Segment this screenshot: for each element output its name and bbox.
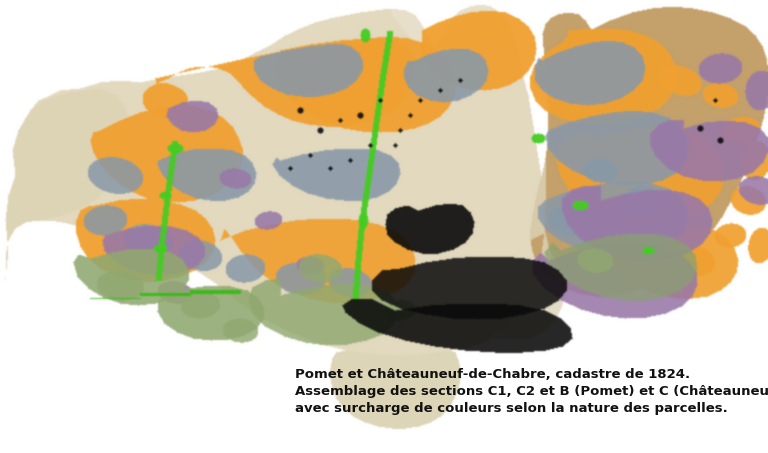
Text: avec surcharge de couleurs selon la nature des parcelles.: avec surcharge de couleurs selon la natu… [295,402,728,415]
Text: Assemblage des sections C1, C2 et B (Pomet) et C (Châteauneuf),: Assemblage des sections C1, C2 et B (Pom… [295,385,768,398]
Text: Pomet et Châteauneuf-de-Chabre, cadastre de 1824.: Pomet et Châteauneuf-de-Chabre, cadastre… [295,368,690,381]
